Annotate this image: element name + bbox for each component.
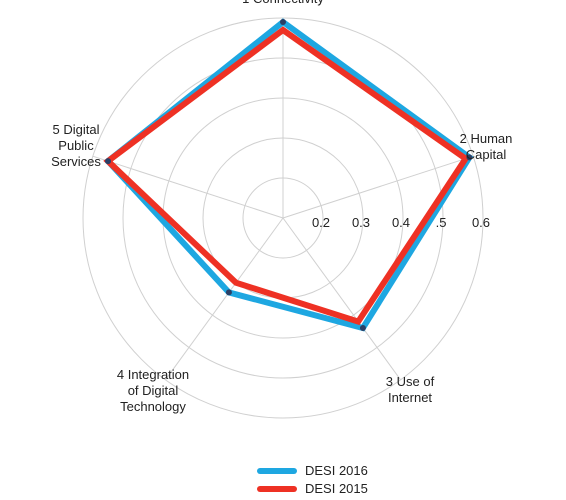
data-point bbox=[466, 154, 473, 161]
axis-spoke bbox=[165, 217, 284, 381]
series-layer bbox=[103, 18, 474, 332]
axis-label-line: of Digital bbox=[128, 383, 179, 398]
axis-label-line: Capital bbox=[466, 147, 507, 162]
data-point bbox=[280, 19, 286, 25]
data-point bbox=[359, 325, 366, 332]
axis-spoke bbox=[92, 155, 284, 219]
tick-label: .5 bbox=[436, 215, 447, 230]
legend-label: DESI 2016 bbox=[305, 463, 368, 478]
axis-spoke bbox=[282, 155, 474, 219]
data-point bbox=[105, 158, 112, 165]
axis-label: 3 Use of Internet bbox=[386, 374, 435, 405]
tick-label: 0.2 bbox=[312, 215, 330, 230]
series-line bbox=[103, 26, 470, 326]
label-layer: 0.2 0.3 0.4 .5 0.6 1 Connectivity 2 HumanCapit… bbox=[51, 0, 512, 414]
axis-label-line: 4 Integration bbox=[117, 367, 189, 382]
axis-label: 1 Connectivity bbox=[242, 0, 324, 6]
axis-label-line: 3 Use of bbox=[386, 374, 435, 389]
axis-label-line: Internet bbox=[388, 390, 432, 405]
axis-label-line: Public bbox=[58, 138, 94, 153]
tick-label: 0.6 bbox=[472, 215, 490, 230]
axis-label: 2 Human Capital bbox=[460, 131, 513, 162]
axis-label-line: Technology bbox=[120, 399, 186, 414]
axis-label-line: 5 Digital bbox=[53, 122, 100, 137]
grid-layer bbox=[82, 17, 484, 419]
axis-label: 5 Digital Public Services bbox=[51, 122, 101, 169]
axis-label-line: 1 Connectivity bbox=[242, 0, 324, 6]
axis-spoke bbox=[282, 217, 401, 381]
data-point bbox=[225, 289, 232, 296]
legend: DESI 2016 DESI 2015 bbox=[257, 463, 368, 496]
axis-label-line: 2 Human bbox=[460, 131, 513, 146]
tick-label: 0.3 bbox=[352, 215, 370, 230]
axis-label: 4 Integration of Digital Technology bbox=[117, 367, 189, 414]
legend-label: DESI 2015 bbox=[305, 481, 368, 496]
axis-label-line: Services bbox=[51, 154, 101, 169]
tick-label: 0.4 bbox=[392, 215, 410, 230]
